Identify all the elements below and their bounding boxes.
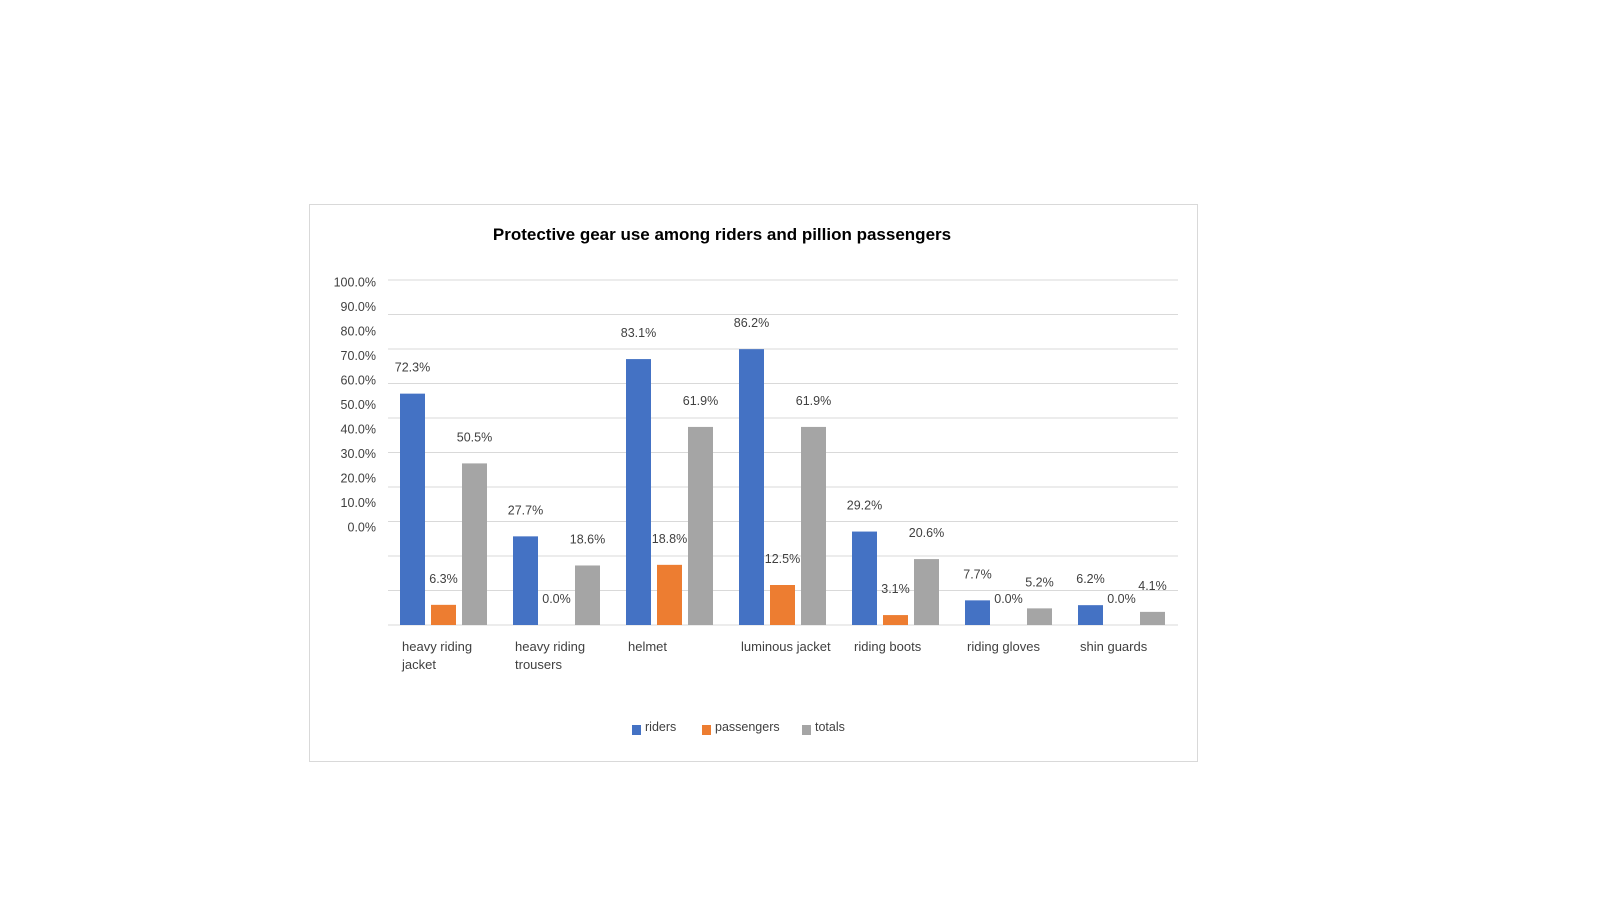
x-label-line: trousers xyxy=(515,657,562,672)
data-label-passengers-shin-guards: 0.0% xyxy=(1107,592,1136,606)
bar-riders-riding-gloves xyxy=(965,600,990,625)
chart-title: Protective gear use among riders and pil… xyxy=(493,225,951,244)
x-label-line: jacket xyxy=(401,657,436,672)
data-label-passengers-heavy-riding-trousers: 0.0% xyxy=(542,592,571,606)
legend-swatch-totals xyxy=(802,725,811,735)
data-label-passengers-heavy-riding-jacket: 6.3% xyxy=(429,572,458,586)
grid-lines xyxy=(388,279,1178,626)
chart-frame: Protective gear use among riders and pil… xyxy=(309,204,1198,762)
data-label-passengers-riding-boots: 3.1% xyxy=(881,582,910,596)
bar-totals-heavy-riding-jacket xyxy=(462,463,487,625)
data-label-riders-heavy-riding-jacket: 72.3% xyxy=(395,361,430,375)
bar-riders-shin-guards xyxy=(1078,605,1103,625)
bar-totals-shin-guards xyxy=(1140,611,1165,625)
x-label-line: riding boots xyxy=(854,639,922,654)
data-label-riders-riding-gloves: 7.7% xyxy=(963,567,992,581)
data-label-riders-helmet: 83.1% xyxy=(621,326,656,340)
y-tick-label: 30.0% xyxy=(341,447,376,461)
legend-label-totals: totals xyxy=(815,720,845,734)
bar-totals-helmet xyxy=(688,426,713,625)
bar-riders-riding-boots xyxy=(852,531,877,625)
data-label-passengers-luminous-jacket: 12.5% xyxy=(765,552,800,566)
legend-label-riders: riders xyxy=(645,720,676,734)
y-tick-label: 40.0% xyxy=(341,422,376,436)
data-label-passengers-helmet: 18.8% xyxy=(652,532,687,546)
x-label-line: luminous jacket xyxy=(741,639,831,654)
bar-totals-heavy-riding-trousers xyxy=(575,565,600,625)
y-tick-label: 60.0% xyxy=(341,373,376,387)
data-label-riders-luminous-jacket: 86.2% xyxy=(734,316,769,330)
bar-totals-riding-gloves xyxy=(1027,608,1052,625)
bar-riders-heavy-riding-jacket xyxy=(400,393,425,625)
y-tick-label: 20.0% xyxy=(341,471,376,485)
bar-totals-luminous-jacket xyxy=(801,426,826,625)
y-axis-tick-labels: 100.0% 90.0% 80.0% 70.0% 60.0% 50.0% 40.0% 30.0… xyxy=(334,275,376,534)
bar-passengers-heavy-riding-jacket xyxy=(431,604,456,625)
data-label-riders-riding-boots: 29.2% xyxy=(847,499,882,513)
y-tick-label: 10.0% xyxy=(341,496,376,510)
y-tick-label: 90.0% xyxy=(341,300,376,314)
legend-label-passengers: passengers xyxy=(715,720,780,734)
x-label-line: riding gloves xyxy=(967,639,1040,654)
data-label-totals-luminous-jacket: 61.9% xyxy=(796,394,831,408)
x-label-line: shin guards xyxy=(1080,639,1148,654)
data-label-totals-helmet: 61.9% xyxy=(683,394,718,408)
data-label-totals-heavy-riding-trousers: 18.6% xyxy=(570,532,605,546)
x-label-line: heavy riding xyxy=(515,639,585,654)
x-label-shin-guards: shin guards xyxy=(1080,639,1148,654)
x-label-heavy-riding-trousers: heavy riding trousers xyxy=(515,639,585,672)
data-label-totals-heavy-riding-jacket: 50.5% xyxy=(457,430,492,444)
bar-riders-helmet xyxy=(626,359,651,625)
bar-passengers-helmet xyxy=(657,564,682,625)
data-label-totals-riding-gloves: 5.2% xyxy=(1025,575,1054,589)
x-label-line: heavy riding xyxy=(402,639,472,654)
legend-swatch-riders xyxy=(632,725,641,735)
bar-riders-luminous-jacket xyxy=(739,349,764,625)
legend: riders passengers totals xyxy=(632,720,845,735)
data-labels: 72.3% 6.3% 50.5% 27.7% 0.0% 18.6% 83.1% 18.8% 61… xyxy=(395,316,1167,606)
y-tick-label: 0.0% xyxy=(348,520,377,534)
y-tick-label: 80.0% xyxy=(341,324,376,338)
data-label-riders-heavy-riding-trousers: 27.7% xyxy=(508,503,543,517)
x-label-heavy-riding-jacket: heavy riding jacket xyxy=(401,639,472,672)
bar-passengers-luminous-jacket xyxy=(770,585,795,625)
bar-chart: Protective gear use among riders and pil… xyxy=(334,225,1178,735)
legend-swatch-passengers xyxy=(702,725,711,735)
data-label-totals-shin-guards: 4.1% xyxy=(1138,579,1167,593)
x-label-luminous-jacket: luminous jacket xyxy=(741,639,831,654)
x-label-line: helmet xyxy=(628,639,667,654)
x-label-helmet: helmet xyxy=(628,639,667,654)
y-tick-label: 70.0% xyxy=(341,349,376,363)
data-label-passengers-riding-gloves: 0.0% xyxy=(994,592,1023,606)
data-label-totals-riding-boots: 20.6% xyxy=(909,526,944,540)
bars xyxy=(400,349,1165,625)
y-tick-label: 50.0% xyxy=(341,398,376,412)
y-tick-label: 100.0% xyxy=(334,275,376,289)
x-label-riding-boots: riding boots xyxy=(854,639,922,654)
bar-totals-riding-boots xyxy=(914,559,939,625)
data-label-riders-shin-guards: 6.2% xyxy=(1076,572,1105,586)
bar-riders-heavy-riding-trousers xyxy=(513,536,538,625)
x-label-riding-gloves: riding gloves xyxy=(967,639,1040,654)
bar-passengers-riding-boots xyxy=(883,615,908,625)
